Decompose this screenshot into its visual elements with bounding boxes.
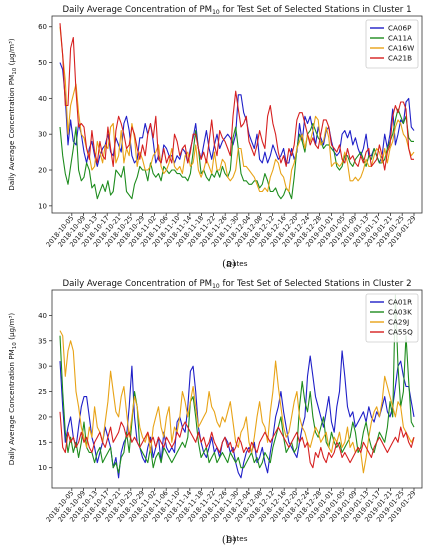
legend-entry: CA11A bbox=[388, 34, 412, 43]
chart-cluster-1: Daily Average Concentration of PM10 for … bbox=[7, 5, 423, 270]
x-axis-label: Dates bbox=[227, 534, 248, 543]
y-tick-label: 50 bbox=[38, 59, 47, 67]
legend-box bbox=[365, 293, 419, 343]
legend-entry: CA06P bbox=[388, 24, 412, 33]
y-axis-label: Daily Average Concentration PM10 (μg/m³) bbox=[7, 313, 18, 466]
legend-box bbox=[365, 19, 419, 69]
series-line-ca06p bbox=[59, 62, 415, 167]
chart-title-main: Daily Average Concentration of PM bbox=[62, 279, 212, 289]
y-axis-label-main: Daily Average Concentration PM bbox=[7, 75, 16, 191]
legend-entry: CA03K bbox=[388, 308, 412, 317]
chart-cluster-2: Daily Average Concentration of PM10 for … bbox=[7, 279, 423, 546]
chart-title-rest: for Test Set of Selected Stations in Clu… bbox=[220, 279, 412, 289]
chart-title: Daily Average Concentration of PM10 for … bbox=[62, 279, 411, 290]
chart-title-main: Daily Average Concentration of PM bbox=[62, 5, 212, 15]
legend-entry: CA21B bbox=[388, 54, 412, 63]
y-tick-label: 60 bbox=[38, 23, 47, 31]
y-tick-label: 10 bbox=[38, 464, 47, 472]
x-axis-label: Dates bbox=[227, 259, 248, 268]
legend-entry: CA01R bbox=[388, 298, 412, 307]
y-axis-label-subscript: 10 bbox=[12, 67, 18, 75]
y-tick-label: 10 bbox=[38, 202, 47, 210]
y-axis-label-main: Daily Average Concentration PM bbox=[7, 349, 16, 465]
y-axis-label: Daily Average Concentration PM10 (μg/m³) bbox=[7, 38, 18, 191]
y-axis-label-rest: (μg/m³) bbox=[7, 38, 16, 68]
figure-caption: (a) bbox=[222, 259, 236, 270]
y-tick-label: 35 bbox=[38, 337, 47, 345]
y-tick-label: 30 bbox=[38, 131, 47, 139]
y-tick-label: 20 bbox=[38, 413, 47, 421]
y-axis-label-subscript: 10 bbox=[12, 342, 18, 350]
series-line-ca01r bbox=[59, 350, 415, 479]
legend-entry: CA55Q bbox=[388, 328, 413, 337]
y-axis-label-rest: (μg/m³) bbox=[7, 313, 16, 343]
chart-title-subscript: 10 bbox=[212, 283, 220, 290]
series-line-ca29j bbox=[59, 330, 415, 474]
y-tick-label: 15 bbox=[38, 439, 47, 447]
y-tick-label: 40 bbox=[38, 312, 47, 320]
series-line-ca55q bbox=[59, 411, 415, 469]
legend-entry: CA29J bbox=[388, 318, 409, 327]
y-tick-label: 30 bbox=[38, 363, 47, 371]
series-line-ca21b bbox=[59, 23, 414, 171]
series-line-ca16w bbox=[59, 26, 415, 193]
y-tick-label: 40 bbox=[38, 95, 47, 103]
figure-caption: (b) bbox=[222, 535, 236, 546]
y-tick-label: 20 bbox=[38, 167, 47, 175]
legend-entry: CA16W bbox=[388, 44, 414, 53]
y-tick-label: 25 bbox=[38, 388, 47, 396]
series-line-ca03k bbox=[59, 294, 415, 474]
chart-title-rest: for Test Set of Selected Stations in Clu… bbox=[220, 5, 412, 15]
chart-title-subscript: 10 bbox=[212, 9, 220, 16]
chart-title: Daily Average Concentration of PM10 for … bbox=[62, 5, 411, 16]
